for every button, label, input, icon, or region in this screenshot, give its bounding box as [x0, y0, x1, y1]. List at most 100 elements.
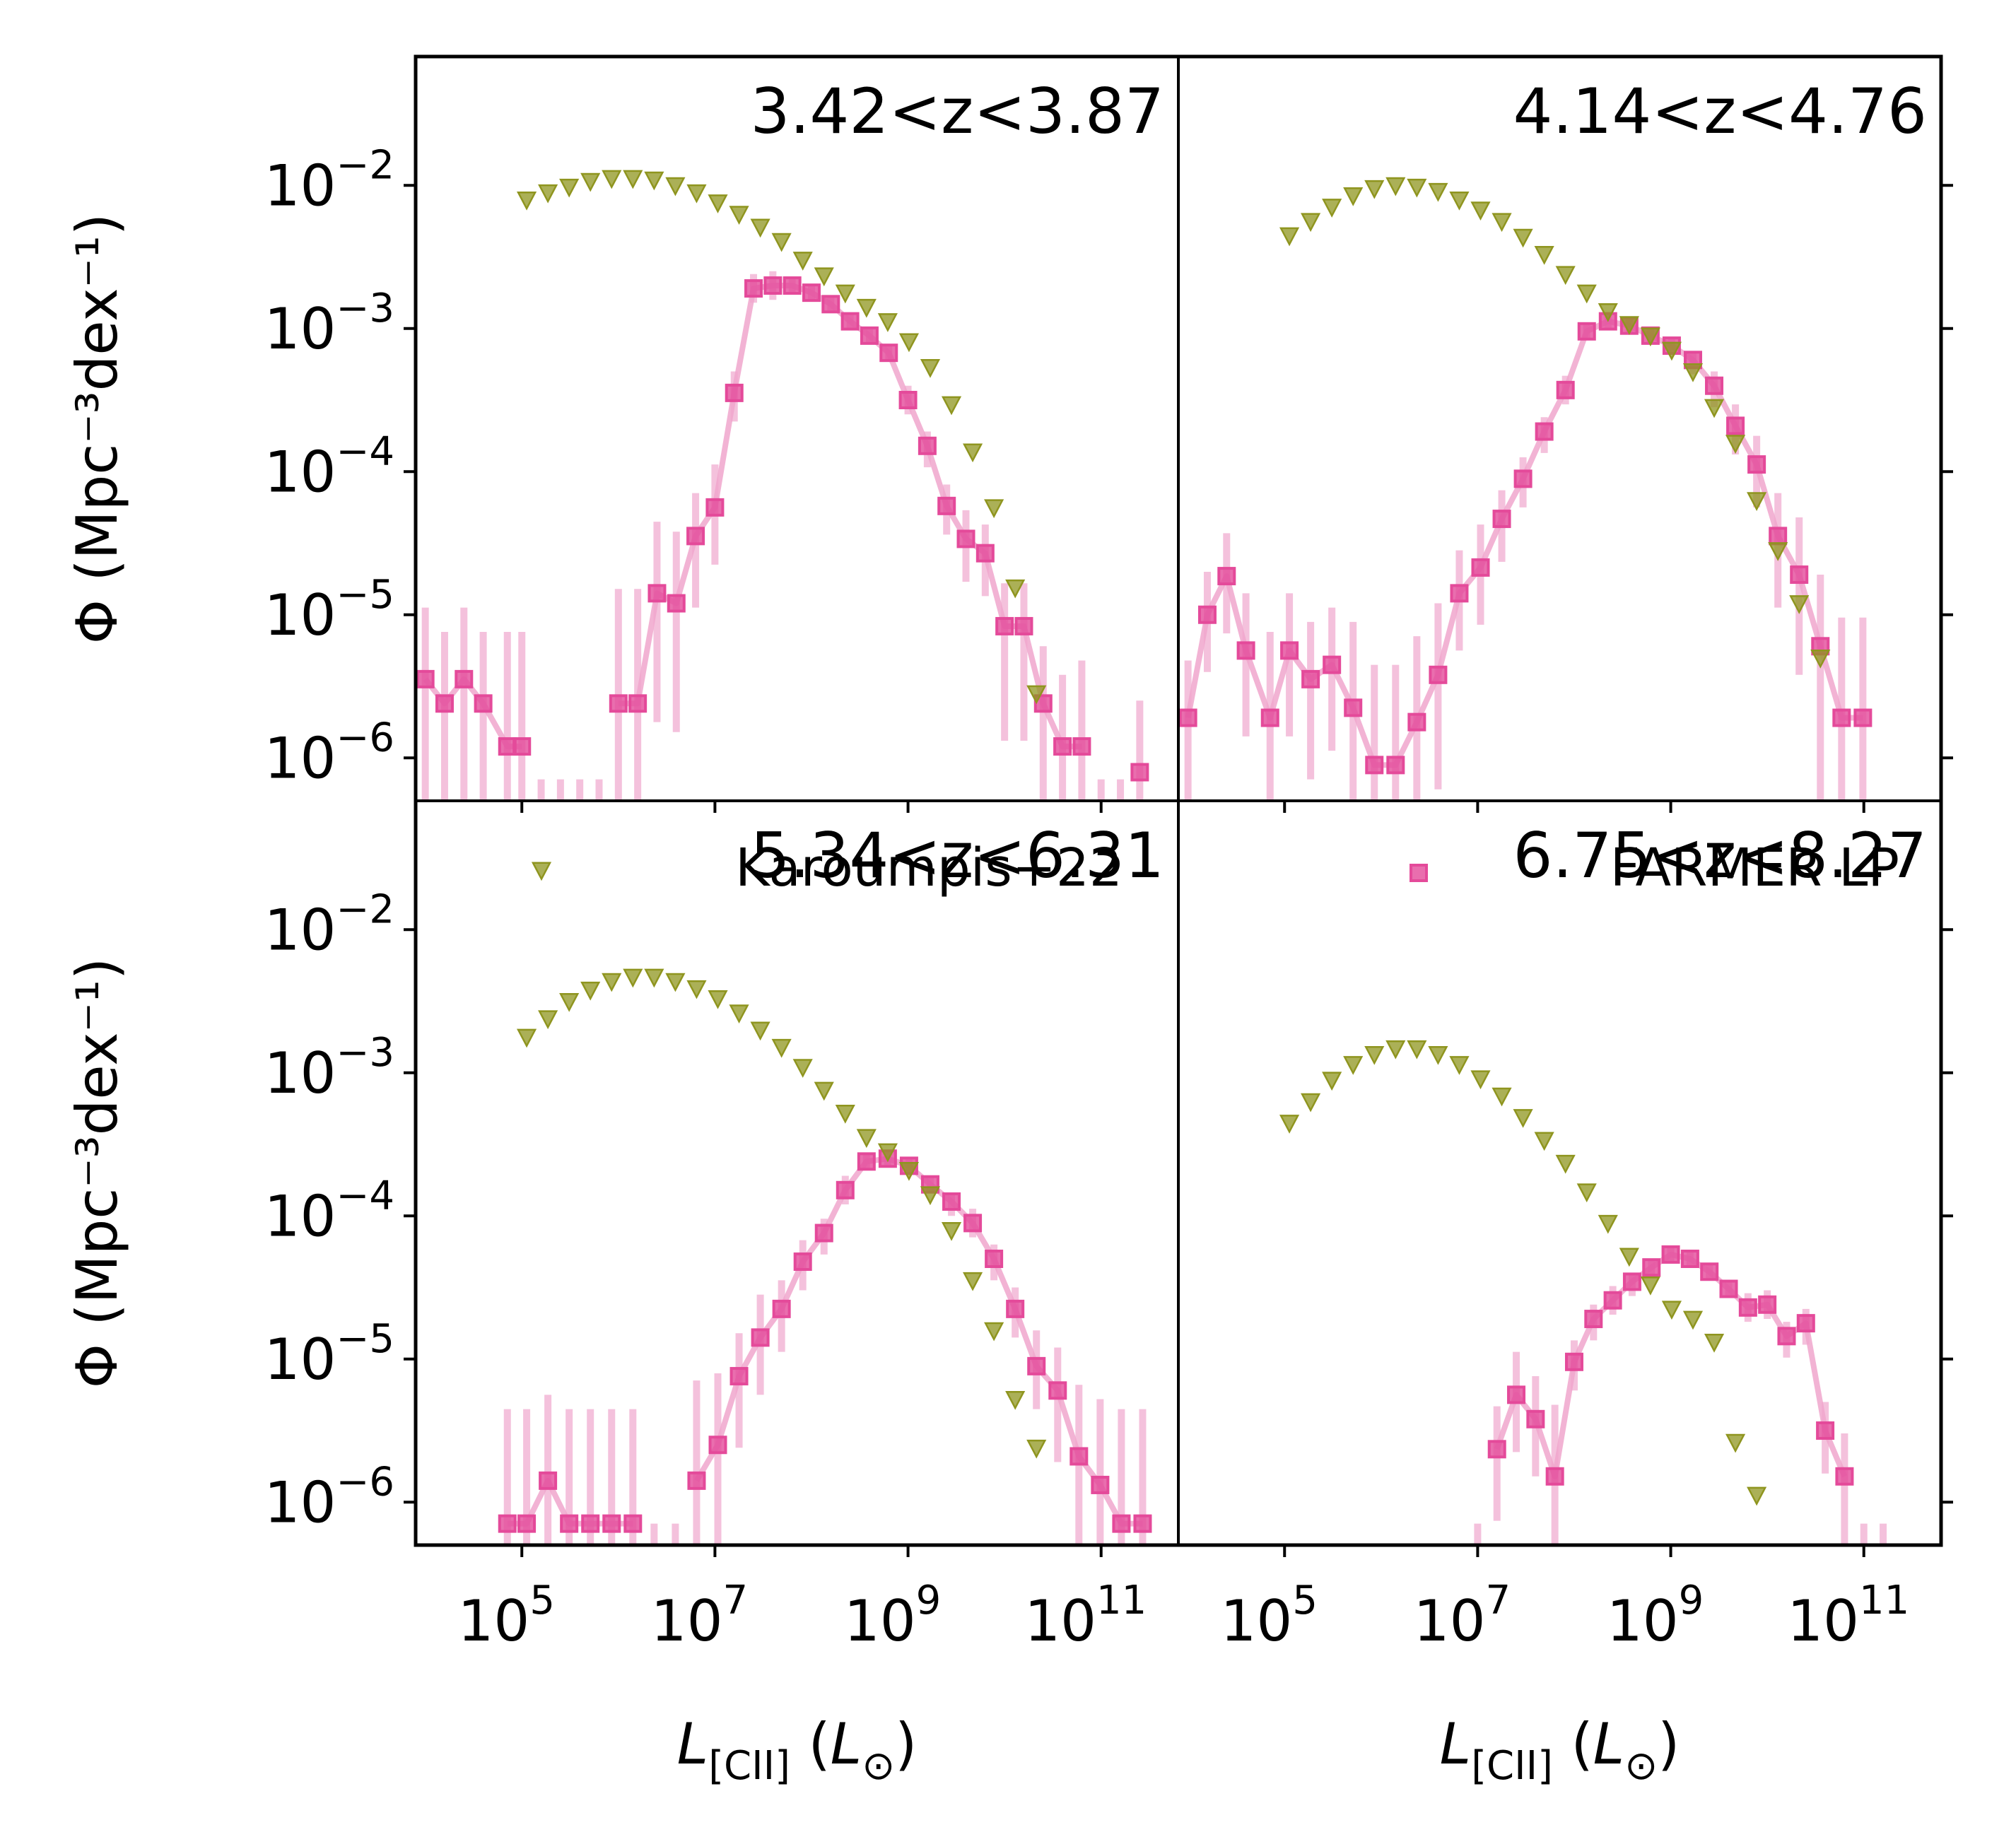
- farmer-point: [937, 496, 956, 515]
- karoumpis-point: [1428, 182, 1448, 202]
- karoumpis-point: [1026, 1439, 1047, 1459]
- farmer-point: [1719, 1279, 1738, 1298]
- karoumpis-point: [580, 172, 601, 192]
- farmer-point: [1726, 416, 1745, 435]
- panel-3-plot-area: [498, 968, 1152, 1545]
- farmer-point: [1053, 737, 1072, 756]
- karoumpis-point: [1619, 1248, 1639, 1267]
- data-layer: [416, 170, 1887, 1545]
- karoumpis-point: [686, 184, 707, 204]
- y-axis-label: Φ (Mpc⁻³dex⁻¹): [64, 213, 130, 644]
- farmer-point: [1796, 1314, 1815, 1333]
- karoumpis-point: [1322, 199, 1342, 218]
- farmer-point: [1622, 1272, 1641, 1291]
- panel-1-plot-area: [416, 170, 1149, 801]
- karoumpis-point: [729, 1004, 749, 1023]
- farmer-point: [455, 669, 474, 688]
- karoumpis-point: [1576, 284, 1597, 304]
- karoumpis-point: [1279, 1115, 1300, 1134]
- farmer-point: [1344, 698, 1363, 717]
- farmer-point: [1014, 616, 1033, 635]
- karoumpis-point: [1449, 1056, 1470, 1075]
- farmer-point: [560, 1514, 579, 1533]
- farmer-point: [1835, 1467, 1854, 1486]
- karoumpis-point: [1682, 1310, 1704, 1330]
- karoumpis-point: [1640, 1276, 1660, 1296]
- farmer-point: [898, 391, 918, 409]
- farmer-point: [1777, 1327, 1796, 1346]
- legend-label: Karoumpis+22: [735, 838, 1123, 898]
- karoumpis-point: [602, 170, 622, 189]
- karoumpis-point: [708, 990, 728, 1009]
- farmer-point: [539, 1471, 558, 1490]
- karoumpis-point: [963, 443, 983, 463]
- karoumpis-point: [1555, 266, 1576, 286]
- farmer-point: [1680, 1250, 1699, 1268]
- farmer-point: [1816, 1421, 1835, 1440]
- farmer-point: [814, 1223, 833, 1243]
- farmer-point: [918, 436, 937, 455]
- karoumpis-point: [898, 1162, 920, 1181]
- farmer-point: [1564, 1352, 1583, 1371]
- karoumpis-point: [1682, 363, 1704, 382]
- karoumpis-point: [1322, 1072, 1342, 1091]
- x-axis-label: L[CII] (L⊙): [677, 1711, 918, 1789]
- karoumpis-point: [814, 1081, 834, 1101]
- farmer-point: [581, 1514, 600, 1533]
- panel-4-plot-area: [1279, 1040, 1887, 1545]
- legend-square-marker: [1410, 864, 1428, 882]
- karoumpis-point: [941, 1222, 962, 1241]
- farmer-point: [1584, 1310, 1603, 1329]
- karoumpis-point: [1640, 327, 1660, 347]
- farmer-point: [1790, 565, 1809, 585]
- farmer-point: [1545, 1467, 1564, 1486]
- farmer-point: [628, 694, 647, 713]
- farmer-point: [729, 1367, 749, 1386]
- karoumpis-point: [1449, 192, 1470, 211]
- farmer-point: [416, 669, 435, 688]
- karoumpis-point: [665, 177, 686, 196]
- farmer-point: [602, 1514, 621, 1533]
- farmer-point: [1758, 1295, 1777, 1314]
- farmer-point: [1853, 708, 1873, 727]
- karoumpis-point: [750, 218, 770, 238]
- farmer-point: [1450, 584, 1469, 603]
- farmer-point: [1006, 1299, 1025, 1318]
- karoumpis-point: [1661, 1301, 1682, 1320]
- farmer-point: [1197, 605, 1217, 624]
- farmer-point: [1072, 737, 1091, 756]
- karoumpis-point: [1492, 1087, 1512, 1107]
- karoumpis-point: [1385, 1040, 1406, 1060]
- farmer-point: [751, 1328, 770, 1347]
- farmer-point: [860, 326, 879, 345]
- panel-1-redshift-label: 3.42<z<3.87: [750, 75, 1164, 148]
- karoumpis-point: [877, 313, 898, 332]
- karoumpis-point: [1555, 1154, 1576, 1174]
- farmer-point: [1556, 380, 1575, 399]
- x-tick-label: 1011: [1787, 1578, 1909, 1654]
- karoumpis-point: [1428, 1045, 1448, 1065]
- karoumpis-point: [835, 284, 855, 304]
- karoumpis-point: [792, 1059, 813, 1078]
- karoumpis-point: [1576, 1183, 1597, 1203]
- farmer-point: [686, 527, 705, 546]
- karoumpis-point: [920, 358, 941, 378]
- karoumpis-point: [1725, 435, 1746, 454]
- farmer-point: [1603, 1291, 1622, 1310]
- karoumpis-point: [623, 170, 643, 189]
- karoumpis-point: [1534, 246, 1554, 265]
- farmer-point: [1507, 1385, 1526, 1404]
- farmer-point: [1577, 322, 1596, 341]
- farmer-point: [995, 616, 1014, 635]
- karoumpis-point: [771, 233, 792, 252]
- farmer-point: [744, 279, 763, 298]
- farmer-point: [705, 498, 725, 517]
- farmer-point: [772, 1299, 791, 1318]
- farmer-point: [1429, 665, 1448, 684]
- legend-triangle-marker: [531, 862, 552, 881]
- text-layer: 3.42<z<3.87 4.14<z<4.76 5.34<z<6.31 6.75<z<…: [64, 75, 1927, 1789]
- farmer-point: [512, 737, 532, 756]
- farmer-point: [1661, 1245, 1680, 1264]
- karoumpis-point: [1598, 303, 1618, 322]
